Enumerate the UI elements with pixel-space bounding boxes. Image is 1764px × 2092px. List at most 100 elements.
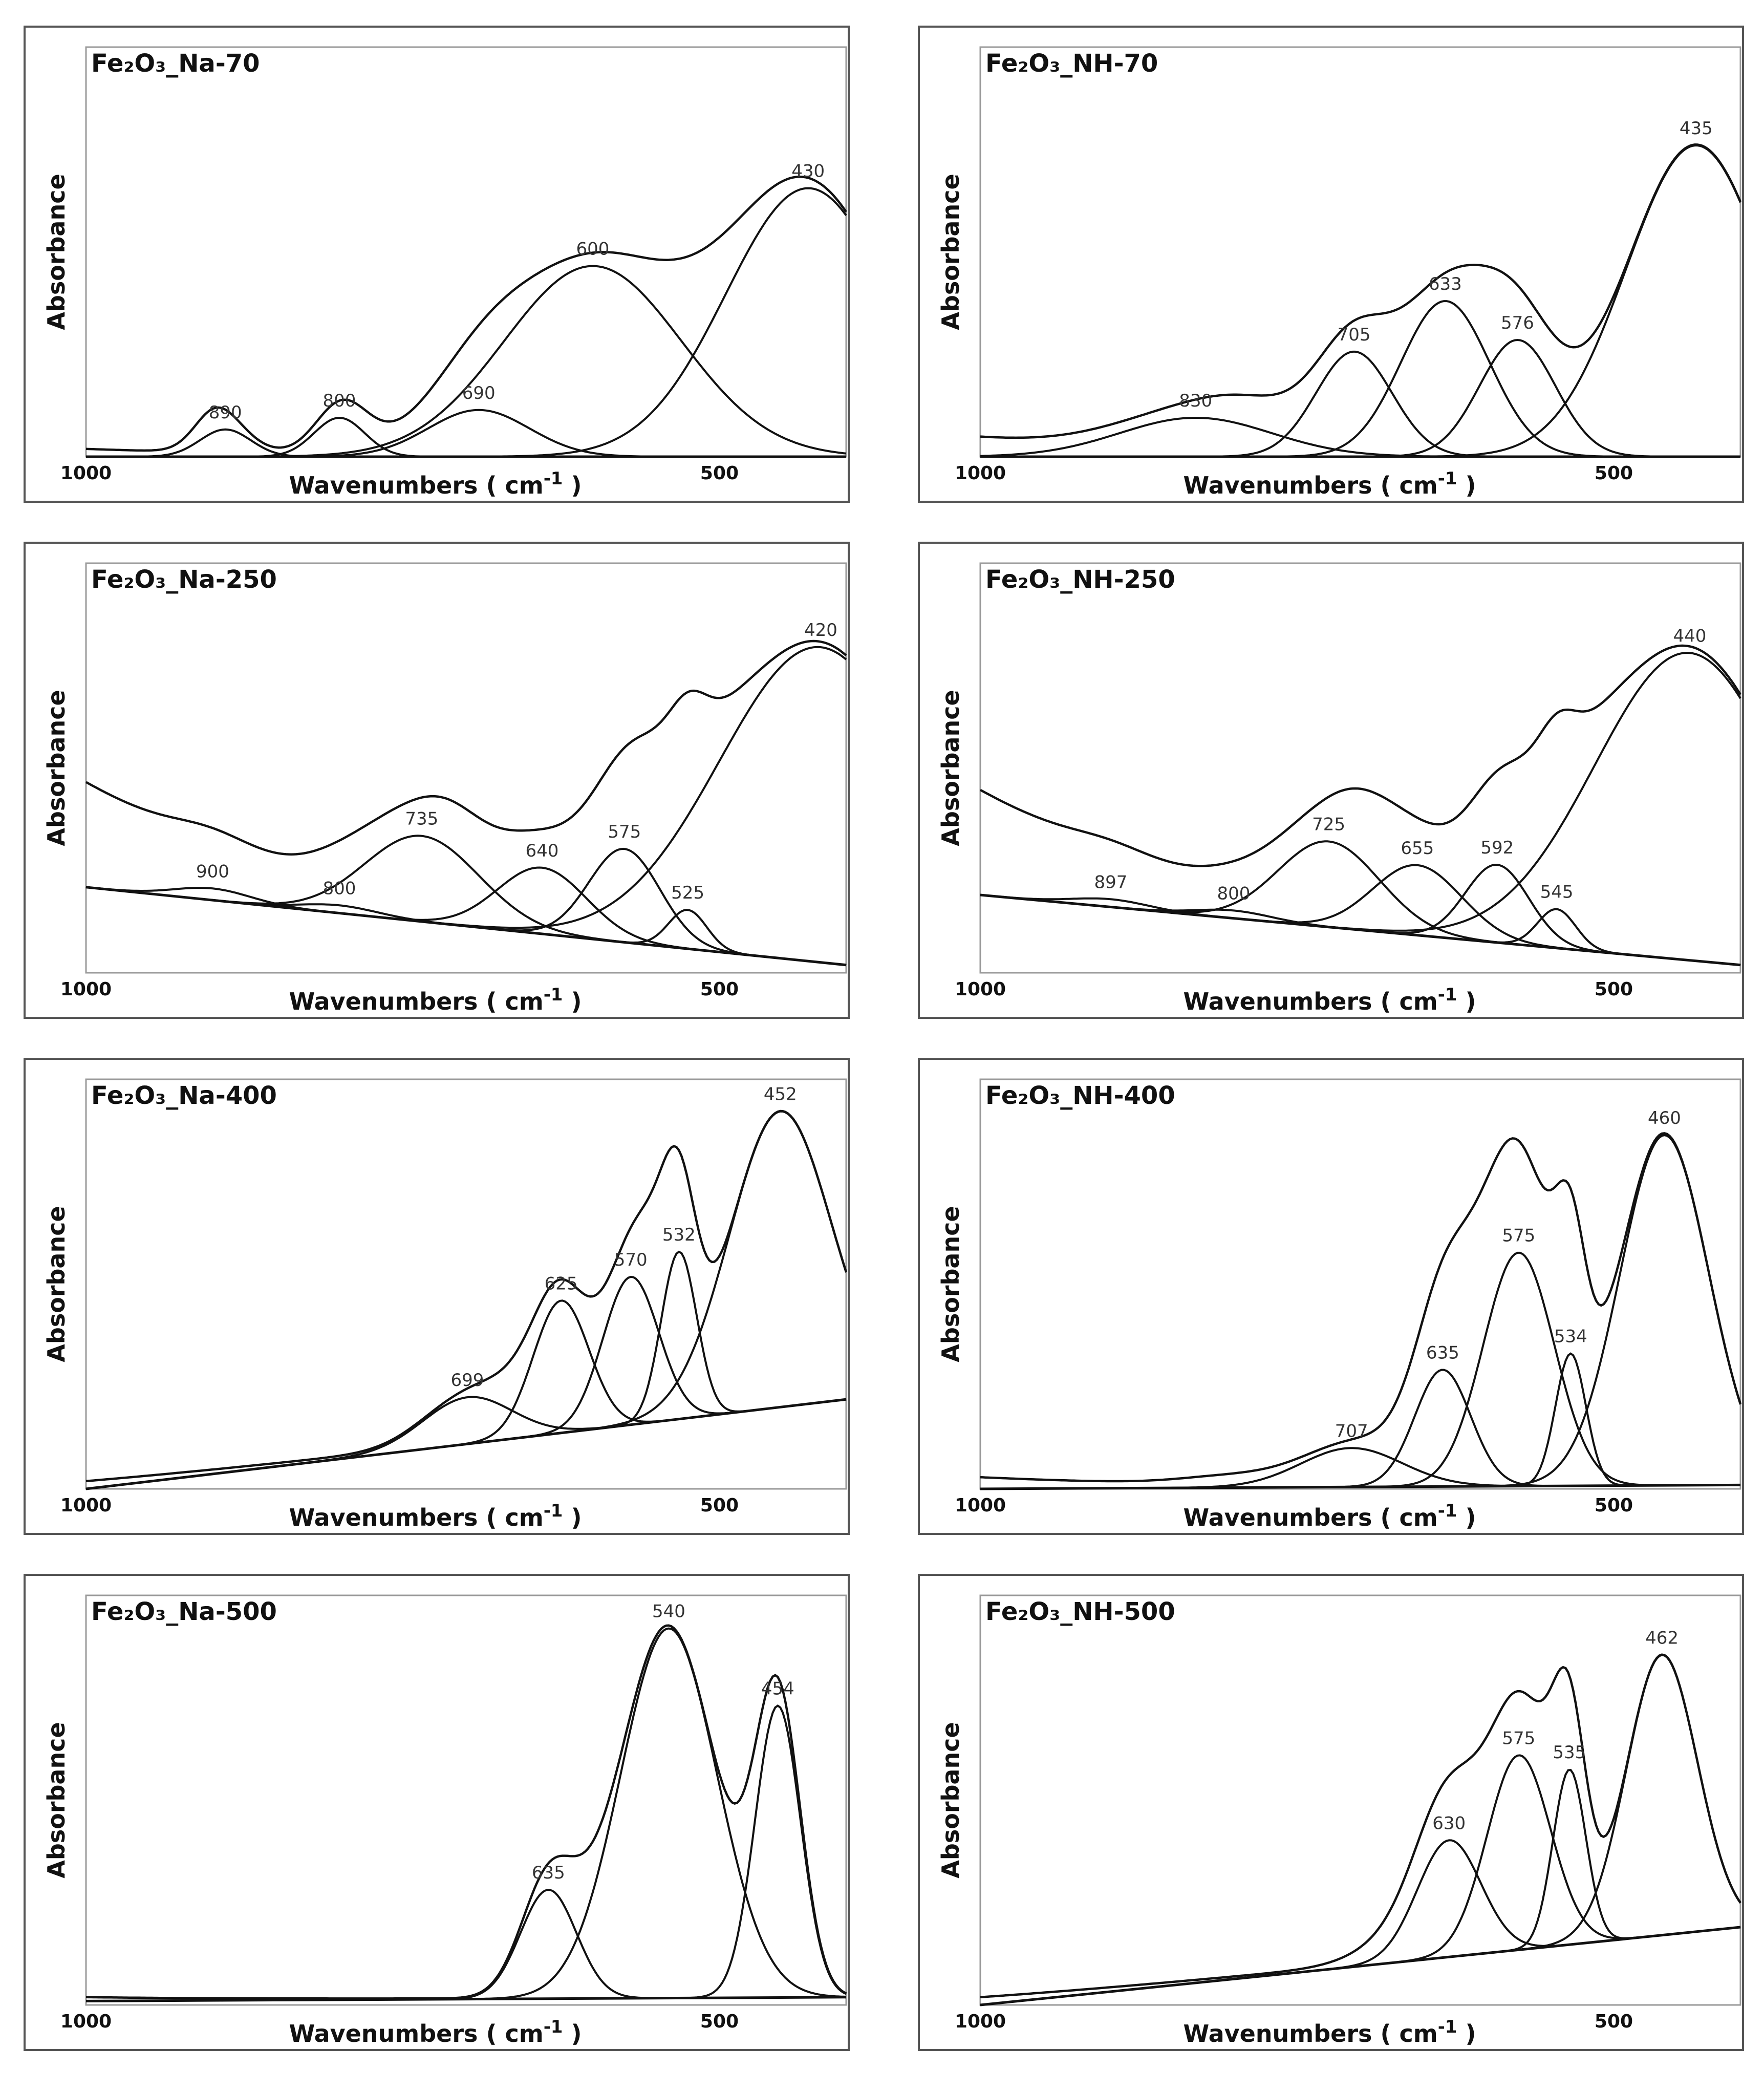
x-tick-500: 500 — [700, 2011, 739, 2032]
panel-title: Fe₂O₃_NH-400 — [985, 1081, 1175, 1110]
peak-label-633: 633 — [1429, 274, 1462, 294]
peak-label-575: 575 — [608, 822, 641, 842]
panel-2: 830 705 633 576 435 Fe₂O₃_NH-70 Absorbance 1000… — [918, 26, 1744, 503]
envelope-curve — [85, 639, 847, 856]
plot-area-border — [979, 562, 1741, 974]
x-axis-label: Wavenumbers ( cm-1 ) — [289, 985, 582, 1015]
panel-title: Fe₂O₃_Na-400 — [91, 1081, 277, 1110]
envelope-curve — [980, 143, 1742, 439]
peak-label-630: 630 — [1432, 1813, 1466, 1833]
peak-label-800: 800 — [323, 878, 356, 899]
plot-area-border — [979, 1078, 1741, 1490]
peak-label-462: 462 — [1645, 1628, 1679, 1649]
envelope-curve — [979, 644, 1741, 867]
y-axis-label: Absorbance — [937, 1722, 964, 1878]
panel-title: Fe₂O₃_NH-500 — [985, 1597, 1175, 1626]
peak-curve-460 — [980, 1134, 1741, 1490]
y-axis-label: Absorbance — [937, 1206, 964, 1362]
panel-frame — [24, 1058, 850, 1535]
peak-label-800: 800 — [1217, 883, 1251, 904]
panel-title: Fe₂O₃_Na-500 — [91, 1597, 277, 1626]
panel-frame — [918, 542, 1744, 1019]
envelope-curve — [85, 1109, 848, 1483]
panel-frame — [24, 26, 850, 503]
x-tick-1000: 1000 — [60, 979, 112, 1000]
peak-curve-430 — [86, 187, 847, 458]
peak-label-699: 699 — [451, 1370, 484, 1391]
y-axis-label: Absorbance — [42, 174, 70, 330]
peak-label-534: 534 — [1554, 1327, 1587, 1347]
peak-label-592: 592 — [1480, 838, 1514, 858]
panel-title: Fe₂O₃_NH-250 — [985, 565, 1175, 594]
peak-curve-462 — [980, 1654, 1741, 2006]
peak-label-725: 725 — [1312, 815, 1345, 835]
peak-label-435: 435 — [1680, 118, 1713, 139]
x-tick-1000: 1000 — [955, 979, 1006, 1000]
x-tick-500: 500 — [1595, 463, 1633, 484]
x-axis-label: Wavenumbers ( cm-1 ) — [1183, 985, 1476, 1015]
peak-label-625: 625 — [545, 1273, 578, 1294]
x-axis-label: Wavenumbers ( cm-1 ) — [1183, 468, 1476, 499]
x-tick-1000: 1000 — [955, 463, 1006, 484]
peak-label-640: 640 — [526, 841, 559, 861]
plot-area-border — [85, 1594, 847, 2006]
peak-label-570: 570 — [614, 1250, 648, 1270]
peak-curve-435 — [980, 144, 1741, 458]
panel-5: 699 625 570 532 452 Fe₂O₃_Na-400 Absorbance 100… — [24, 1058, 850, 1535]
envelope-curve — [980, 1132, 1742, 1483]
peak-curve-452 — [85, 1110, 847, 1490]
panel-4: 897 800 725 655 592 545 440 Fe₂O₃_NH-250 Absorba… — [918, 542, 1744, 1019]
peak-label-890: 890 — [209, 402, 242, 423]
peak-label-830: 830 — [1179, 391, 1212, 411]
plot-area-border — [979, 1594, 1741, 2006]
x-axis-label: Wavenumbers ( cm-1 ) — [289, 1501, 582, 1531]
x-tick-1000: 1000 — [60, 2011, 112, 2032]
x-axis-label: Wavenumbers ( cm-1 ) — [1183, 2017, 1476, 2047]
x-tick-1000: 1000 — [60, 463, 112, 484]
plot-area-border — [85, 1078, 847, 1490]
x-tick-1000: 1000 — [955, 2011, 1006, 2032]
peak-label-575: 575 — [1502, 1226, 1535, 1246]
peak-label-735: 735 — [405, 809, 438, 829]
envelope-curve — [85, 1624, 847, 2000]
peak-label-800: 800 — [323, 391, 356, 411]
peak-label-900: 900 — [196, 861, 229, 882]
panel-frame — [24, 542, 850, 1019]
peak-label-430: 430 — [791, 161, 825, 182]
peak-label-705: 705 — [1338, 325, 1371, 345]
peak-label-545: 545 — [1540, 882, 1574, 903]
y-axis-label: Absorbance — [42, 690, 70, 846]
peak-curve-440 — [980, 651, 1741, 932]
peak-label-600: 600 — [576, 239, 610, 260]
peak-label-897: 897 — [1094, 872, 1127, 892]
panel-1: 890 800 690 600 430 Fe₂O₃_Na-70 Absorbance 1000… — [24, 26, 850, 503]
panel-title: Fe₂O₃_Na-250 — [91, 565, 277, 594]
x-tick-1000: 1000 — [60, 1495, 112, 1516]
peak-curve-454 — [86, 1704, 847, 2002]
panel-frame — [918, 1574, 1744, 2051]
panel-frame — [918, 1058, 1744, 1535]
peak-label-635: 635 — [532, 1863, 565, 1883]
panel-7: 635 540 454 Fe₂O₃_Na-500 Absorbance 1000 500 Wa… — [24, 1574, 850, 2051]
envelope-curve — [980, 1653, 1741, 1999]
x-tick-500: 500 — [1595, 1495, 1633, 1516]
peak-label-535: 535 — [1553, 1742, 1586, 1763]
x-tick-500: 500 — [700, 1495, 739, 1516]
peak-label-540: 540 — [652, 1602, 685, 1622]
peak-label-420: 420 — [804, 620, 837, 641]
x-tick-500: 500 — [1595, 979, 1633, 1000]
y-axis-label: Absorbance — [42, 1206, 70, 1362]
peak-curve-420 — [85, 646, 847, 929]
y-axis-label: Absorbance — [42, 1722, 70, 1878]
x-tick-500: 500 — [700, 463, 739, 484]
peak-label-440: 440 — [1673, 626, 1707, 646]
panel-8: 630 575 535 462 Fe₂O₃_NH-500 Absorbance 1000 50… — [918, 1574, 1744, 2051]
peak-label-635: 635 — [1426, 1342, 1459, 1363]
x-tick-500: 500 — [700, 979, 739, 1000]
x-axis-label: Wavenumbers ( cm-1 ) — [1183, 1501, 1476, 1531]
panel-frame — [918, 26, 1744, 503]
peak-label-575: 575 — [1502, 1728, 1535, 1748]
x-tick-500: 500 — [1595, 2011, 1633, 2032]
